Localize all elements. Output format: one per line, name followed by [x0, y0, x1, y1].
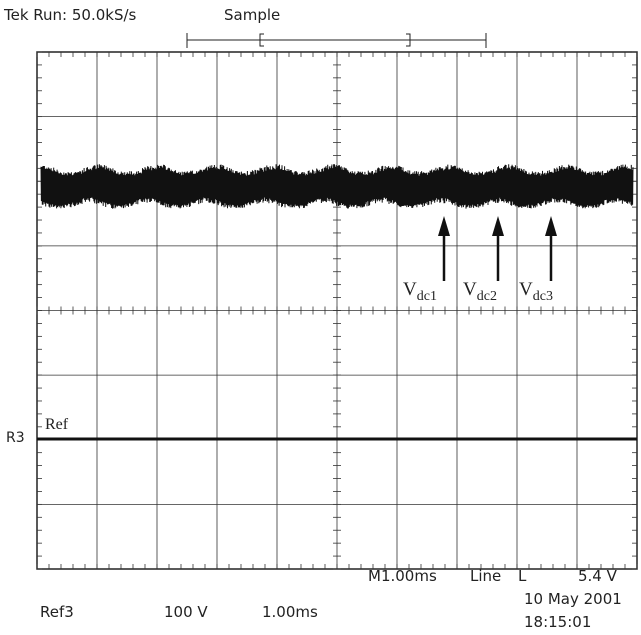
ripple-trace: [40, 164, 634, 209]
vdc3-label: Vdc3: [519, 279, 553, 304]
arrow-up-icon: [492, 216, 504, 281]
acquisition-status: Tek Run: 50.0kS/s: [4, 6, 137, 24]
trigger-slope-icon: L: [518, 567, 527, 585]
ref-scale: 100 V: [164, 603, 208, 621]
vdc2-label: Vdc2: [463, 279, 497, 304]
acquisition-mode: Sample: [224, 6, 281, 24]
ref-name: Ref3: [40, 603, 74, 621]
capture-time: 18:15:01: [524, 613, 592, 631]
ref-time: 1.00ms: [262, 603, 318, 621]
trigger-source: Line: [470, 567, 502, 585]
trigger-level: 5.4 V: [578, 567, 617, 585]
timebase-readout: M1.00ms: [368, 567, 437, 585]
ref-marker: R3: [6, 430, 25, 446]
arrow-up-icon: [438, 216, 450, 281]
vdc1-label: Vdc1: [403, 279, 437, 304]
capture-date: 10 May 2001: [524, 590, 622, 608]
graticule-ticks: [36, 51, 638, 570]
ref-label: Ref: [45, 416, 69, 433]
arrow-up-icon: [545, 216, 557, 281]
